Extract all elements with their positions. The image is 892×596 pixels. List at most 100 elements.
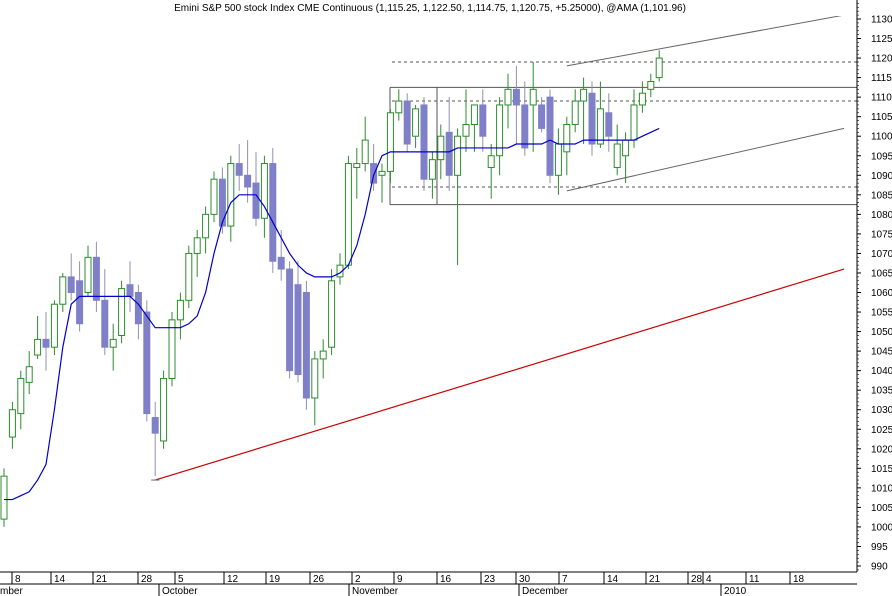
y-tick-label: 1060 [871,288,892,299]
y-tick-label: 1075 [871,229,892,240]
candle-body-up [470,104,478,125]
candle-body-down [546,96,554,176]
candle [202,206,210,254]
y-tick-label: 1050 [871,327,892,338]
candle-body-down [588,92,596,145]
candle-body-up [361,139,369,165]
y-tick-label: 1110 [871,93,892,104]
candle [210,171,218,223]
candle [546,89,554,184]
candle [563,116,571,176]
candle-body-down [420,104,428,180]
candle [319,339,327,379]
candle-body-up [454,135,462,176]
candle-body-up [344,163,352,266]
candle [134,284,142,340]
candle-body-up [17,377,25,415]
candle-body-up [176,299,184,321]
candle-body-up [260,163,268,219]
candle [605,93,613,152]
candle-body-down [67,276,75,294]
candle [538,97,546,133]
candle-body-up [160,377,168,442]
candle-body-down [403,100,411,145]
candle [286,261,294,379]
candle [101,269,109,356]
y-tick-label: 1130 [871,15,892,26]
long-term-trendline [155,268,845,481]
candle [487,144,495,199]
y-tick-label: 1025 [871,425,892,436]
candle [361,116,369,172]
candle [227,155,235,242]
candle-body-down [286,268,294,372]
candle [395,89,403,121]
candle [193,229,201,277]
candle-body-up [378,170,386,176]
candle [571,89,579,133]
candle [118,280,126,344]
candle [479,89,487,152]
x-day-label: 14 [607,574,619,585]
candle-body-down [218,178,226,227]
candle-body-up [386,112,394,172]
y-tick-label: 995 [871,542,888,553]
candle [143,300,151,422]
candle [0,468,8,527]
y-tick-label: 1020 [871,444,892,455]
candle [580,77,588,145]
candle-body-down [42,338,50,348]
axes [0,0,858,585]
x-month-label: December [522,586,569,596]
y-tick-label: 1070 [871,249,892,260]
candle-body-up [487,155,495,168]
candle-body-up [319,350,327,360]
candle [294,261,302,383]
candle [59,272,67,313]
x-day-label: 19 [269,574,281,585]
y-tick-label: 1085 [871,190,892,201]
x-month-label: October [162,586,198,596]
candle-body-down [512,88,520,106]
candle-body-up [571,100,579,125]
candle [512,65,520,145]
candle [328,269,336,356]
candle-body-up [59,276,67,305]
y-tick-label: 1080 [871,210,892,221]
candle [336,253,344,285]
candle [554,128,562,195]
candle [109,323,117,371]
price-levels [389,61,857,206]
candle [386,108,394,184]
trendlines [151,16,845,481]
candle [588,81,596,156]
candle-body-down [538,104,546,129]
candle-body-up [84,256,92,294]
candle [462,89,470,152]
candle-body-down [252,182,260,219]
x-day-label: 5 [178,574,184,585]
candle-body-down [92,256,100,301]
x-month-label: mber [0,586,23,596]
candle-body-up [462,123,470,137]
channel-lower-line [566,127,845,192]
candle [470,104,478,152]
chart-title: Emini S&P 500 stock Index CME Continuous… [174,3,686,14]
candle-body-up [412,108,420,137]
candle-body-up [353,163,361,168]
x-day-label: 8 [15,574,21,585]
candle-body-down [302,292,310,399]
y-tick-label: 1115 [871,73,892,84]
y-tick-label: 1125 [871,34,892,45]
candle-body-down [244,174,252,188]
candle [420,97,428,191]
x-day-label: 16 [440,574,452,585]
candle [302,280,310,410]
candle [504,73,512,129]
x-day-label: 21 [649,574,661,585]
candle-body-up [185,252,193,301]
y-tick-label: 1015 [871,464,892,475]
candle-body-down [143,311,151,415]
candle-body-up [395,100,403,114]
candle [176,292,184,340]
